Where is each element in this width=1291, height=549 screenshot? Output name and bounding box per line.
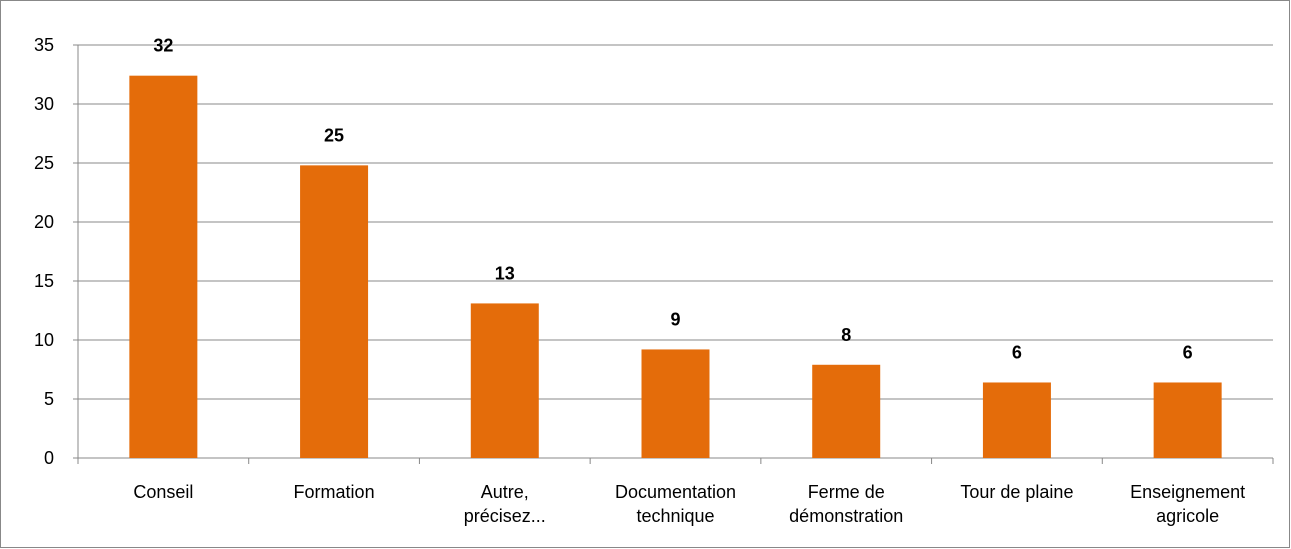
x-tick-label: Autre, précisez...: [464, 482, 546, 526]
value-label: 6: [1183, 342, 1193, 362]
value-label: 9: [670, 309, 680, 329]
y-tick-label: 15: [34, 271, 54, 291]
bar: [129, 75, 198, 459]
value-label: 32: [153, 36, 173, 56]
x-tick-label: Tour de plaine: [960, 482, 1073, 502]
y-tick-label: 30: [34, 94, 54, 114]
y-tick-label: 25: [34, 153, 54, 173]
bar: [1153, 382, 1222, 458]
bar: [982, 382, 1051, 458]
y-tick-label: 5: [44, 389, 54, 409]
x-tick-label: Ferme de démonstration: [789, 482, 903, 526]
value-label: 13: [495, 263, 515, 283]
x-tick-label: Conseil: [133, 482, 193, 502]
x-tick-label: Enseignement agricole: [1130, 482, 1245, 526]
bar: [812, 364, 881, 458]
x-tick-label: Documentation technique: [615, 482, 736, 526]
bar: [641, 349, 710, 458]
bar: [470, 303, 539, 458]
value-label: 25: [324, 125, 344, 145]
y-tick-label: 0: [44, 448, 54, 468]
x-tick-label: Formation: [294, 482, 375, 502]
y-tick-label: 35: [34, 35, 54, 55]
value-label: 6: [1012, 342, 1022, 362]
y-tick-label: 10: [34, 330, 54, 350]
value-label: 8: [841, 325, 851, 345]
y-tick-label: 20: [34, 212, 54, 232]
bar: [300, 165, 369, 459]
